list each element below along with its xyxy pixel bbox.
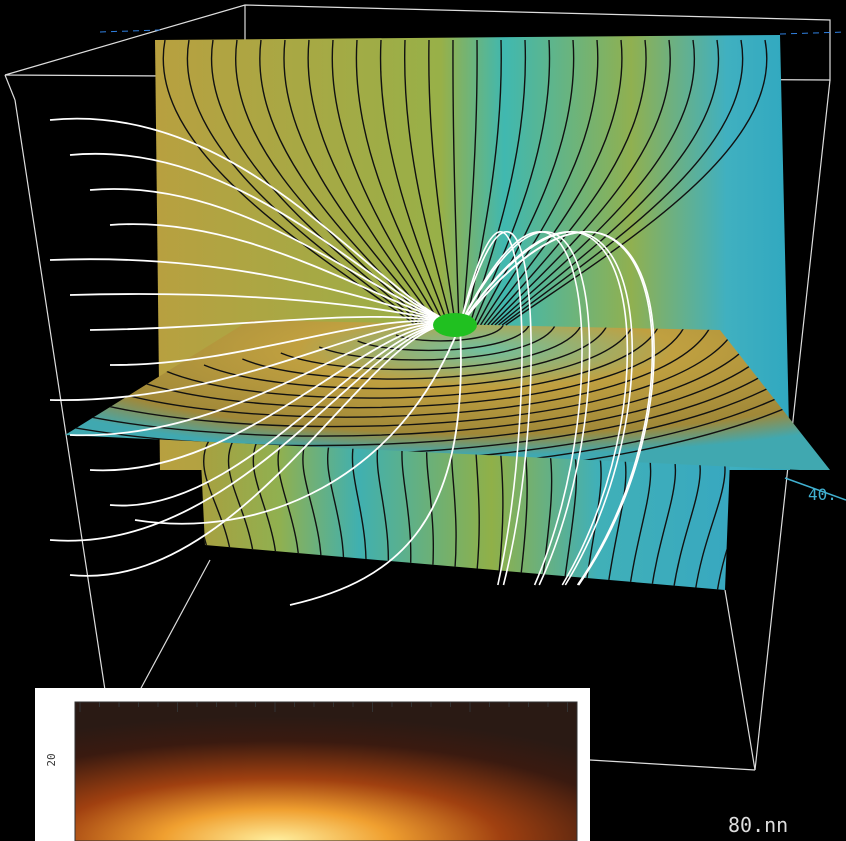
streamline — [355, 39, 446, 326]
streamline — [89, 188, 461, 326]
streamline — [49, 117, 461, 326]
streamline — [459, 230, 654, 586]
streamline — [203, 320, 637, 390]
streamline — [459, 231, 532, 586]
inset-plot — [74, 701, 578, 841]
streamline — [88, 320, 716, 418]
streamline — [461, 39, 478, 326]
streamline — [469, 39, 527, 326]
streamline — [476, 39, 575, 326]
streamline — [490, 39, 671, 326]
streamline — [505, 39, 768, 326]
streamline — [162, 39, 417, 326]
streamline — [715, 440, 730, 590]
streamline — [89, 322, 461, 472]
streamline — [49, 322, 461, 542]
central-body — [433, 313, 477, 337]
streamline — [331, 39, 442, 326]
streamline — [283, 39, 435, 326]
streamline — [465, 39, 502, 326]
axis-label: 40. — [808, 485, 837, 504]
streamline — [69, 293, 461, 326]
streamline — [428, 39, 457, 326]
streamline — [459, 231, 591, 586]
streamline — [69, 323, 461, 577]
streamline — [498, 39, 720, 326]
streamline — [483, 39, 623, 326]
streamline — [65, 320, 796, 447]
streamline — [459, 231, 583, 586]
field-lines — [49, 117, 655, 606]
streamline — [494, 39, 696, 326]
inset: 20 — [35, 688, 590, 841]
inset-ticks — [79, 702, 568, 712]
streamline — [49, 321, 461, 401]
streamline — [357, 321, 532, 352]
streamline — [501, 39, 744, 326]
axis-tick — [99, 29, 161, 33]
streamline — [134, 324, 461, 525]
streamline — [109, 223, 461, 326]
streamline — [280, 320, 584, 371]
streamline — [49, 258, 461, 326]
streamline — [379, 39, 449, 326]
streamline — [487, 39, 647, 326]
streamline — [459, 230, 634, 586]
axis-tick — [784, 477, 846, 501]
streamline — [69, 152, 461, 326]
streamline — [69, 322, 461, 436]
streamline — [452, 39, 460, 326]
streamline — [109, 322, 461, 507]
streamline — [289, 324, 462, 606]
streamline — [89, 315, 461, 331]
streamline — [210, 39, 424, 326]
streamline — [65, 320, 769, 437]
streamline — [459, 230, 629, 586]
streamline — [459, 230, 655, 586]
streamline — [242, 320, 611, 380]
streamline — [479, 39, 599, 326]
streamline — [126, 320, 690, 409]
streamline — [165, 320, 664, 399]
streamline — [459, 231, 523, 586]
streamline — [403, 39, 453, 326]
streamline — [307, 39, 438, 326]
axis-tick — [779, 31, 846, 35]
streamline — [109, 320, 461, 366]
streamline — [65, 320, 743, 428]
axis-label: 80.nn — [728, 813, 788, 837]
inset-tick-label: 20 — [45, 753, 58, 766]
